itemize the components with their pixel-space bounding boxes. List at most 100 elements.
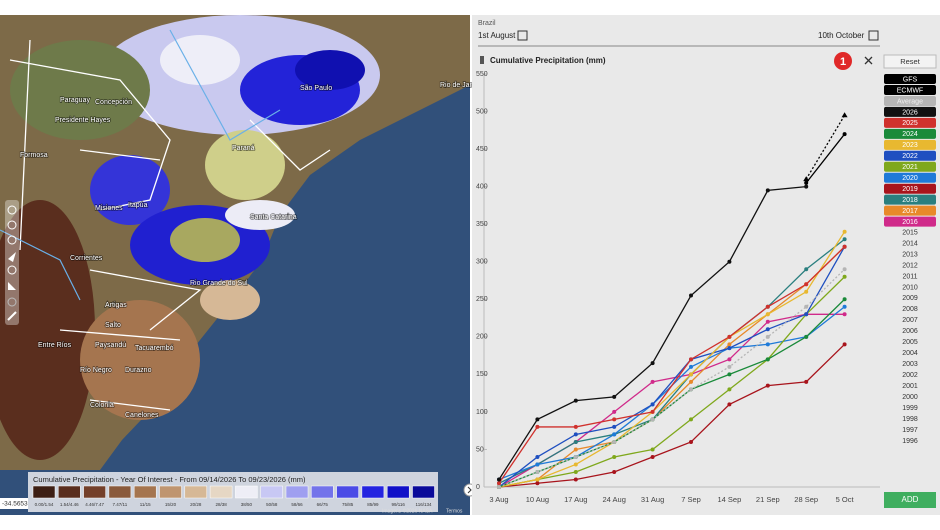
x-tick-label: 3 Aug bbox=[489, 495, 508, 504]
marker bbox=[842, 297, 847, 302]
marker bbox=[765, 319, 770, 324]
y-tick-label: 300 bbox=[476, 259, 488, 266]
map[interactable]: Paraguay Presidente Hayes Concepción Formos… bbox=[0, 15, 486, 515]
marker bbox=[535, 424, 540, 429]
legend-button[interactable] bbox=[884, 194, 936, 205]
terms: Termos bbox=[446, 508, 463, 514]
marker bbox=[573, 469, 578, 474]
badge bbox=[834, 52, 852, 70]
marker bbox=[689, 379, 693, 384]
calendar-icon[interactable] bbox=[517, 30, 528, 41]
legend-swatch bbox=[386, 485, 410, 499]
legend-bin-label: 15/20 bbox=[165, 502, 177, 507]
legend-bin-label: 85/99 bbox=[367, 502, 379, 507]
attribution: Imagens ©2026 NASA bbox=[382, 507, 433, 514]
legend-label[interactable]: 2014 bbox=[902, 240, 918, 247]
map-label: Canelones bbox=[125, 412, 159, 419]
legend-button[interactable] bbox=[884, 161, 936, 172]
tool-icon[interactable] bbox=[7, 205, 17, 215]
legend-label[interactable]: 2012 bbox=[902, 262, 918, 269]
legend-button[interactable] bbox=[884, 150, 936, 161]
legend-label[interactable]: 2015 bbox=[902, 229, 918, 236]
add-button[interactable] bbox=[884, 492, 936, 508]
series-line bbox=[805, 114, 846, 180]
legend-label[interactable]: 1999 bbox=[902, 405, 918, 412]
marker bbox=[842, 132, 847, 137]
coordinate: -34.5653 bbox=[2, 501, 28, 508]
legend-button[interactable] bbox=[884, 84, 936, 95]
marker bbox=[842, 237, 847, 242]
legend-label[interactable]: 1996 bbox=[902, 438, 918, 445]
legend-label[interactable]: 2007 bbox=[902, 317, 918, 324]
tool-icon[interactable] bbox=[7, 220, 17, 230]
region-label: Brazil bbox=[478, 20, 496, 27]
legend-label[interactable]: 2003 bbox=[902, 361, 918, 368]
map-label: Artigas bbox=[105, 302, 127, 309]
tool-icon[interactable] bbox=[7, 311, 17, 321]
map-label: Río Negro bbox=[80, 367, 112, 374]
x-tick-label: 31 Aug bbox=[641, 495, 664, 504]
map-label: São Paulo bbox=[300, 85, 332, 92]
marker bbox=[765, 342, 770, 347]
map-label: Paraná bbox=[232, 145, 255, 152]
legend-label[interactable]: 2009 bbox=[902, 295, 918, 302]
close-icon[interactable] bbox=[864, 56, 873, 65]
legend-label[interactable]: 2000 bbox=[902, 394, 918, 401]
marker bbox=[765, 327, 770, 332]
marker bbox=[804, 334, 809, 339]
legend-button[interactable] bbox=[884, 95, 936, 106]
tool-icon[interactable] bbox=[8, 282, 16, 290]
marker bbox=[842, 274, 847, 279]
legend-button[interactable] bbox=[884, 205, 936, 216]
legend-button[interactable] bbox=[884, 216, 936, 227]
legend-button[interactable] bbox=[884, 74, 936, 84]
marker bbox=[727, 364, 732, 369]
legend-label[interactable]: 2001 bbox=[902, 383, 918, 390]
marker bbox=[535, 462, 540, 467]
y-tick-label: 200 bbox=[476, 334, 488, 341]
legend-swatch bbox=[159, 485, 182, 499]
end-date[interactable]: 10th October bbox=[818, 31, 865, 40]
legend-label[interactable]: 2004 bbox=[902, 350, 918, 357]
marker bbox=[650, 454, 655, 459]
tool-icon[interactable] bbox=[7, 235, 17, 245]
legend-label[interactable]: 2006 bbox=[902, 328, 918, 335]
marker bbox=[612, 424, 617, 429]
legend-label: 2021 bbox=[902, 164, 918, 171]
marker bbox=[842, 244, 847, 249]
map-label: Rio de Janeiro bbox=[440, 82, 485, 89]
marker bbox=[689, 364, 693, 369]
legend-swatch bbox=[361, 485, 385, 499]
legend-button[interactable] bbox=[884, 106, 936, 117]
legend-button[interactable] bbox=[884, 183, 936, 194]
legend-label[interactable]: 1998 bbox=[902, 416, 918, 423]
tool-icon[interactable] bbox=[7, 297, 17, 307]
reset-button[interactable] bbox=[883, 54, 937, 69]
legend-label[interactable]: 2008 bbox=[902, 306, 918, 313]
marker bbox=[650, 379, 655, 384]
legend-label: ECMWF bbox=[897, 87, 923, 94]
legend-label: 2022 bbox=[902, 153, 918, 160]
map-label: Paraguay bbox=[60, 97, 90, 104]
legend-label[interactable]: 2005 bbox=[902, 339, 918, 346]
legend-label[interactable]: 2010 bbox=[902, 284, 918, 291]
legend-button[interactable] bbox=[884, 117, 936, 128]
marker bbox=[804, 267, 809, 272]
tool-icon[interactable] bbox=[8, 252, 16, 262]
tool-icon[interactable] bbox=[7, 265, 17, 275]
marker bbox=[842, 304, 847, 309]
legend-button[interactable] bbox=[884, 172, 936, 183]
legend-button[interactable] bbox=[884, 139, 936, 150]
x-tick-label: 7 Sep bbox=[681, 495, 701, 504]
y-tick-label: 450 bbox=[476, 146, 488, 153]
calendar-icon[interactable] bbox=[868, 30, 879, 41]
legend-label[interactable]: 2011 bbox=[902, 273, 917, 280]
legend-label[interactable]: 2013 bbox=[902, 251, 918, 258]
legend-label[interactable]: 1997 bbox=[902, 427, 918, 434]
legend-button[interactable] bbox=[884, 128, 936, 139]
marker bbox=[535, 417, 540, 422]
start-date[interactable]: 1st August bbox=[478, 31, 516, 40]
legend-swatch bbox=[336, 485, 359, 499]
legend-swatch bbox=[209, 485, 233, 499]
legend-label[interactable]: 2002 bbox=[902, 372, 918, 379]
